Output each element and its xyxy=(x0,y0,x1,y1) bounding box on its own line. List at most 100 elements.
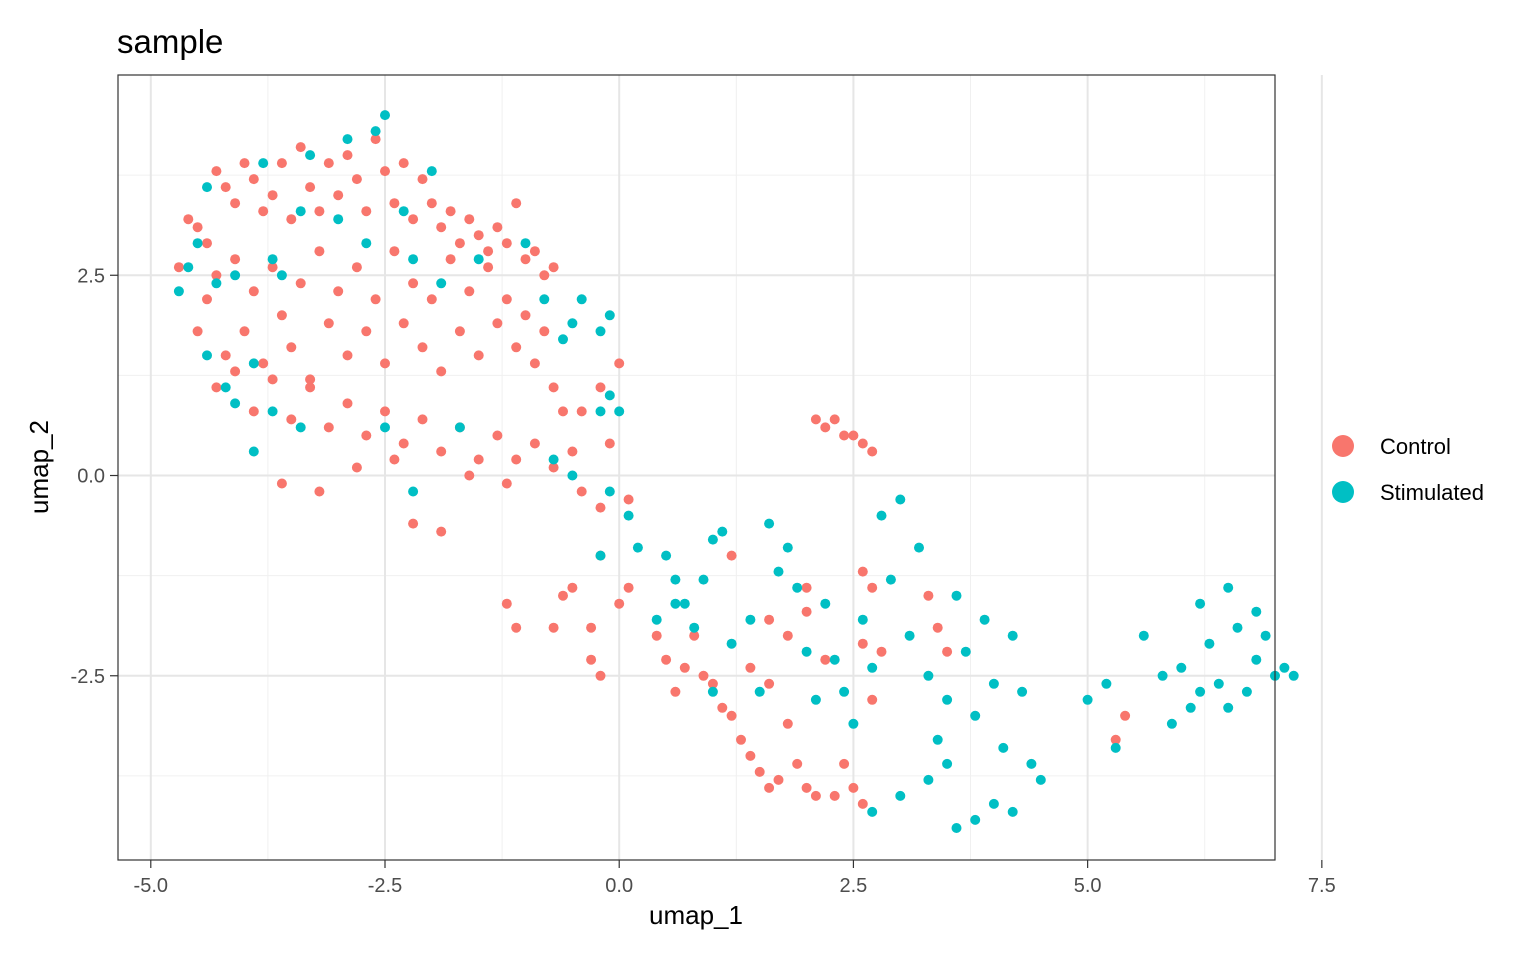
point-control xyxy=(567,446,578,457)
point-control xyxy=(539,326,550,337)
point-stimulated xyxy=(1166,718,1177,729)
point-control xyxy=(520,254,531,265)
point-stimulated xyxy=(267,254,278,265)
point-control xyxy=(623,582,634,593)
point-stimulated xyxy=(1213,678,1224,689)
point-stimulated xyxy=(689,622,700,633)
point-control xyxy=(323,422,334,433)
point-stimulated xyxy=(923,670,934,681)
point-stimulated xyxy=(380,422,390,433)
point-control xyxy=(408,518,419,529)
point-stimulated xyxy=(230,398,241,409)
point-stimulated xyxy=(567,470,578,481)
point-control xyxy=(473,350,484,361)
point-control xyxy=(248,406,259,417)
point-stimulated xyxy=(792,582,803,593)
point-control xyxy=(351,462,362,473)
point-control xyxy=(202,238,212,249)
point-stimulated xyxy=(773,566,784,577)
point-control xyxy=(501,238,512,249)
point-stimulated xyxy=(670,574,681,585)
point-control xyxy=(614,358,625,369)
point-control xyxy=(473,230,484,241)
point-control xyxy=(342,150,353,161)
point-control xyxy=(464,214,475,225)
point-control xyxy=(305,374,316,385)
point-control xyxy=(192,222,203,233)
point-control xyxy=(764,678,775,689)
point-stimulated xyxy=(932,734,943,745)
point-control xyxy=(436,366,447,377)
point-control xyxy=(464,286,475,297)
point-stimulated xyxy=(202,182,212,193)
point-stimulated xyxy=(1185,702,1196,713)
point-control xyxy=(558,406,568,417)
legend-key-stimulated xyxy=(1332,481,1354,503)
point-control xyxy=(483,262,494,273)
point-control xyxy=(511,198,522,209)
x-tick-label: 0.0 xyxy=(605,875,633,897)
x-tick-label: 5.0 xyxy=(1074,875,1102,897)
point-stimulated xyxy=(726,638,737,649)
point-control xyxy=(529,438,540,449)
point-stimulated xyxy=(1082,694,1093,705)
point-control xyxy=(492,430,503,441)
point-control xyxy=(342,350,353,361)
point-control xyxy=(492,318,503,329)
point-control xyxy=(923,590,934,601)
point-stimulated xyxy=(857,614,868,625)
point-control xyxy=(670,686,681,697)
point-control xyxy=(717,702,728,713)
point-control xyxy=(454,238,465,249)
point-stimulated xyxy=(342,134,353,145)
point-stimulated xyxy=(576,294,587,305)
x-tick-label: 7.5 xyxy=(1308,875,1336,897)
point-control xyxy=(792,758,803,769)
point-control xyxy=(286,414,297,425)
point-control xyxy=(801,582,812,593)
point-stimulated xyxy=(1288,670,1299,681)
point-control xyxy=(445,206,456,217)
point-control xyxy=(361,430,372,441)
point-control xyxy=(810,790,821,801)
point-stimulated xyxy=(267,406,278,417)
point-control xyxy=(380,358,390,369)
y-tick-label: 2.5 xyxy=(77,265,105,287)
point-control xyxy=(398,438,409,449)
point-control xyxy=(801,782,812,793)
point-control xyxy=(867,446,878,457)
point-control xyxy=(436,222,447,233)
point-control xyxy=(754,766,765,777)
point-stimulated xyxy=(361,238,372,249)
point-stimulated xyxy=(220,382,231,393)
point-control xyxy=(361,326,372,337)
point-control xyxy=(454,326,465,337)
point-control xyxy=(398,158,409,169)
point-control xyxy=(548,462,559,473)
point-control xyxy=(220,182,231,193)
point-control xyxy=(333,190,344,201)
y-tick-label: -2.5 xyxy=(71,666,105,688)
point-control xyxy=(417,342,428,353)
point-stimulated xyxy=(1007,806,1018,817)
point-stimulated xyxy=(988,678,999,689)
point-stimulated xyxy=(520,238,531,249)
plot-panel xyxy=(117,74,1323,861)
point-stimulated xyxy=(839,686,850,697)
point-control xyxy=(239,326,250,337)
point-control xyxy=(820,422,831,433)
point-control xyxy=(576,406,587,417)
point-control xyxy=(305,182,316,193)
point-control xyxy=(1120,710,1131,721)
point-stimulated xyxy=(820,598,831,609)
point-control xyxy=(698,670,709,681)
major-gridlines xyxy=(118,75,1323,860)
point-stimulated xyxy=(895,790,906,801)
point-stimulated xyxy=(942,758,953,769)
point-stimulated xyxy=(614,406,625,417)
point-control xyxy=(286,342,297,353)
x-tick-label: 2.5 xyxy=(840,875,868,897)
point-control xyxy=(539,270,550,281)
point-control xyxy=(548,382,559,393)
point-control xyxy=(857,798,868,809)
